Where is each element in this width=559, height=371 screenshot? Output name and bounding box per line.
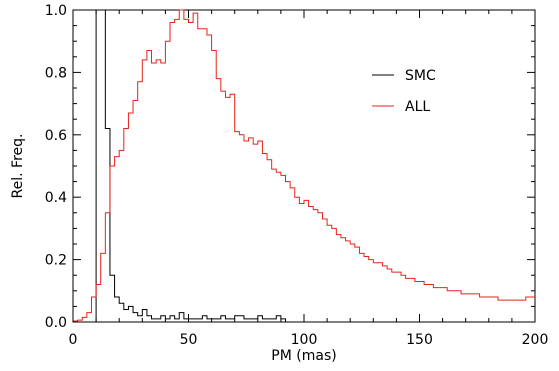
legend-label-smc: SMC [405, 68, 436, 84]
x-tick-label: 200 [522, 332, 549, 348]
plot-frame [72, 9, 536, 323]
y-tick-label: 0.2 [45, 253, 67, 269]
y-axis-label: Rel. Freq. [10, 134, 26, 199]
y-tick-label: 0.0 [45, 315, 67, 331]
x-tick-label: 150 [406, 332, 433, 348]
y-tick-label: 0.4 [45, 190, 67, 206]
axes-frame [72, 9, 536, 323]
legend: SMC ALL [372, 68, 436, 115]
y-tick-label: 1.0 [45, 3, 67, 19]
ticks-layer: 0 50 100 150 200 0.0 0.2 0.4 0.6 0.8 1.0 [45, 3, 549, 348]
y-tick-label: 0.8 [45, 65, 67, 81]
series-all-histogram [72, 9, 535, 322]
x-tick-label: 0 [69, 332, 78, 348]
series-layer [72, 9, 535, 323]
x-tick-label: 100 [291, 332, 318, 348]
y-tick-label: 0.6 [45, 128, 67, 144]
series-smc-histogram [73, 9, 535, 323]
legend-label-all: ALL [405, 99, 430, 115]
x-tick-label: 50 [180, 332, 198, 348]
x-axis-label: PM (mas) [271, 348, 336, 364]
